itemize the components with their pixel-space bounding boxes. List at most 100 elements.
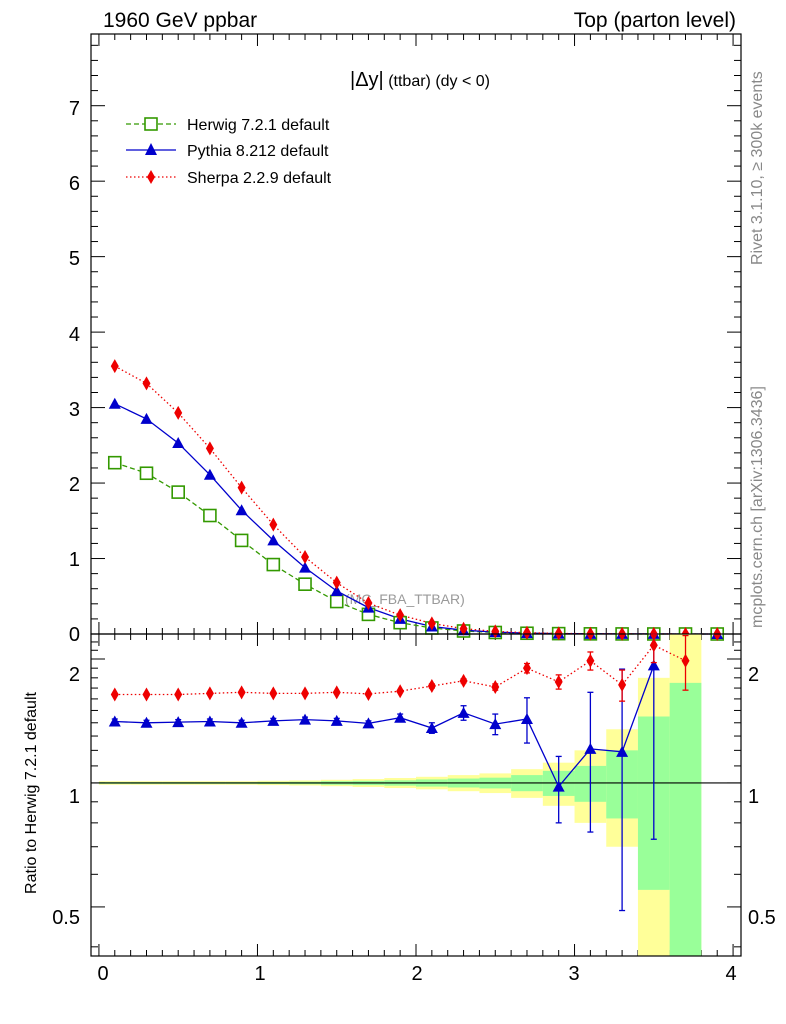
- legend-label-herwig: Herwig 7.2.1 default: [187, 117, 330, 134]
- ratio-point-pythia: [235, 716, 248, 728]
- header-left-title: 1960 GeV ppbar: [103, 9, 257, 32]
- ratio-point-sherpa: [554, 674, 563, 689]
- ratio-point-pythia: [330, 714, 343, 726]
- ratio-ytick-label-right: 1: [748, 786, 759, 808]
- data-point-sherpa: [332, 575, 341, 590]
- series-line-sherpa: [114, 365, 718, 635]
- main-ytick-label: 7: [69, 98, 80, 120]
- ratio-point-sherpa: [301, 686, 310, 701]
- data-point-herwig: [234, 533, 249, 548]
- legend-entry-sherpa: Sherpa 2.2.9 default: [126, 170, 332, 187]
- data-point-sherpa: [142, 376, 151, 391]
- xtick-label: 4: [725, 963, 736, 985]
- legend-label-pythia: Pythia 8.212 default: [187, 143, 329, 160]
- data-point-herwig: [171, 485, 185, 499]
- ratio-point-sherpa: [491, 680, 500, 695]
- data-point-pythia: [267, 534, 280, 546]
- ratio-point-sherpa: [681, 653, 690, 668]
- data-point-sherpa: [522, 625, 531, 640]
- mcplots-label: mcplots.cern.ch [arXiv:1306.3436]: [749, 386, 766, 628]
- legend: Herwig 7.2.1 default Pythia 8.212 defaul…: [126, 117, 332, 187]
- ratio-point-pythia: [489, 718, 502, 730]
- ratio-point-pythia: [172, 716, 185, 728]
- data-point-sherpa: [427, 616, 436, 631]
- ratio-point-sherpa: [364, 686, 373, 701]
- xtick-label: 1: [254, 963, 265, 985]
- ratio-ytick-label-right: 2: [748, 664, 759, 686]
- ratio-point-sherpa: [396, 684, 405, 699]
- ratio-ytick-label: 1: [69, 786, 80, 808]
- ratio-point-sherpa: [237, 685, 246, 700]
- ratio-ytick-label-right: 0.5: [748, 907, 776, 929]
- ratio-point-sherpa: [522, 661, 531, 676]
- data-point-sherpa: [396, 608, 405, 623]
- data-point-sherpa: [491, 624, 500, 639]
- main-ytick-label: 3: [69, 399, 80, 421]
- ratio-yaxis-labels: 0.5 1 2 0.5 1 2: [52, 664, 776, 929]
- data-point-herwig: [107, 455, 122, 470]
- ratio-point-pythia: [457, 706, 470, 718]
- legend-label-sherpa: Sherpa 2.2.9 default: [187, 170, 332, 187]
- data-point-sherpa: [459, 621, 468, 636]
- ratio-point-sherpa: [618, 677, 627, 692]
- ratio-ylabel: Ratio to Herwig 7.2.1 default: [23, 692, 40, 894]
- data-point-sherpa: [205, 441, 214, 456]
- ratio-point-pythia: [425, 721, 438, 733]
- main-ytick-label: 5: [69, 248, 80, 270]
- xaxis-labels: 0 1 2 3 4: [97, 963, 736, 985]
- data-point-herwig: [329, 594, 344, 609]
- data-point-pythia: [108, 397, 121, 409]
- ratio-point-sherpa: [174, 687, 183, 702]
- title-variable: |Δy|: [350, 69, 384, 91]
- data-point-pythia: [330, 584, 343, 596]
- ratio-point-pythia: [108, 715, 121, 727]
- data-point-sherpa: [110, 359, 119, 374]
- main-ytick-label: 1: [69, 549, 80, 571]
- ratio-band-green: [669, 682, 702, 956]
- ratio-point-pythia: [552, 780, 565, 792]
- data-point-herwig: [203, 508, 217, 523]
- rivet-version-label: Rivet 3.1.10, ≥ 300k events: [749, 71, 766, 265]
- main-ytick-label: 2: [69, 474, 80, 496]
- main-ytick-label: 4: [69, 324, 80, 346]
- ratio-point-pythia: [394, 711, 407, 723]
- main-ytick-label: 6: [69, 173, 80, 195]
- data-point-pythia: [235, 504, 248, 516]
- legend-marker-herwig: [144, 117, 158, 131]
- ratio-point-pythia: [584, 742, 597, 754]
- main-plot-title: |Δy| (ttbar) (dy < 0): [350, 69, 490, 91]
- legend-entry-pythia: Pythia 8.212 default: [126, 143, 329, 160]
- ratio-plot: [90, 633, 742, 957]
- xtick-label: 3: [568, 963, 579, 985]
- ratio-point-pythia: [647, 659, 660, 671]
- data-point-pythia: [140, 412, 153, 424]
- data-point-sherpa: [269, 517, 278, 532]
- ratio-point-sherpa: [427, 678, 436, 693]
- ratio-point-pythia: [616, 745, 629, 757]
- data-point-sherpa: [364, 596, 373, 611]
- ratio-point-pythia: [299, 713, 312, 725]
- ratio-line-pythia: [114, 665, 655, 788]
- header-right-title: Top (parton level): [574, 9, 736, 32]
- data-point-pythia: [299, 561, 312, 573]
- data-point-herwig: [266, 557, 281, 572]
- data-point-sherpa: [174, 405, 183, 420]
- ratio-point-sherpa: [649, 638, 658, 653]
- xtick-label: 0: [97, 963, 108, 985]
- ratio-point-pythia: [203, 715, 216, 727]
- ratio-ytick-label: 0.5: [52, 907, 80, 929]
- data-point-pythia: [172, 437, 185, 449]
- data-point-sherpa: [237, 480, 246, 495]
- ratio-point-sherpa: [142, 687, 151, 702]
- legend-marker-pythia: [145, 143, 157, 155]
- ratio-plot-frame: [90, 633, 742, 957]
- ratio-point-sherpa: [459, 673, 468, 688]
- legend-marker-sherpa: [147, 170, 155, 184]
- ratio-point-sherpa: [205, 686, 214, 701]
- ratio-point-sherpa: [110, 687, 119, 702]
- series-line-herwig: [114, 462, 718, 635]
- data-point-herwig: [139, 466, 154, 481]
- ratio-point-pythia: [267, 714, 280, 726]
- title-rest: (ttbar) (dy < 0): [384, 73, 490, 90]
